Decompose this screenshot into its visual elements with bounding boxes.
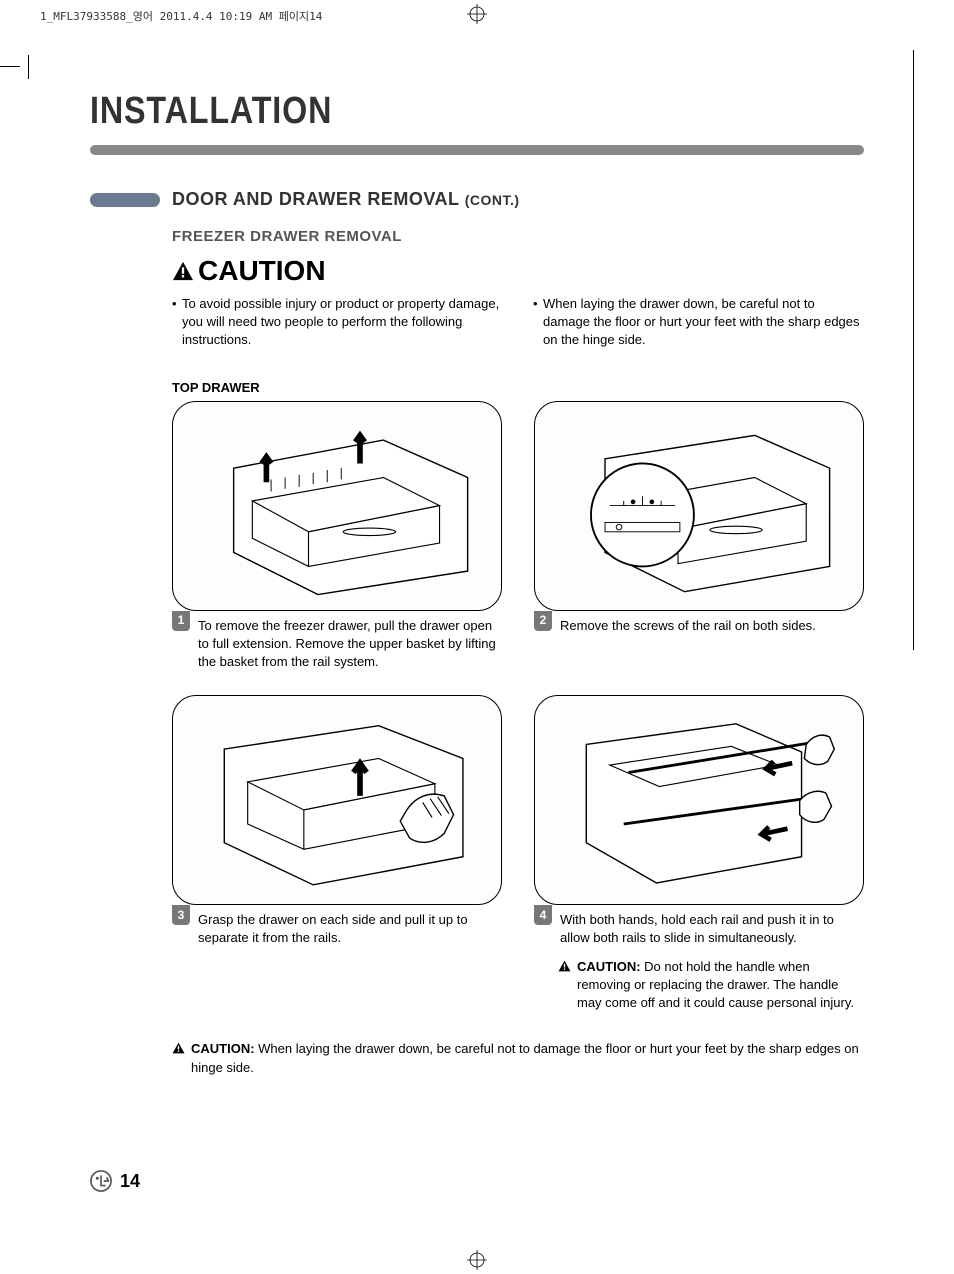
drawer-illustration-1 bbox=[189, 412, 484, 599]
bottom-caution-body: CAUTION: When laying the drawer down, be… bbox=[191, 1040, 864, 1078]
step-1-num: 1 bbox=[172, 611, 190, 631]
steps-grid: 1 To remove the freezer drawer, pull the… bbox=[172, 401, 864, 1013]
bottom-caution: CAUTION: When laying the drawer down, be… bbox=[172, 1040, 864, 1078]
drawer-illustration-4 bbox=[551, 707, 846, 894]
step-1-text-row: 1 To remove the freezer drawer, pull the… bbox=[172, 617, 502, 672]
caution-bullet-1: • To avoid possible injury or product or… bbox=[172, 295, 503, 350]
crop-mark-bottom bbox=[467, 1250, 487, 1270]
step-4-figure bbox=[534, 695, 864, 905]
step-4-text-row: 4 With both hands, hold each rail and pu… bbox=[534, 911, 864, 947]
step-4: 4 With both hands, hold each rail and pu… bbox=[534, 695, 864, 1012]
caution-heading-row: CAUTION bbox=[172, 255, 864, 287]
crop-mark-left-h bbox=[0, 66, 20, 67]
caution-label: CAUTION bbox=[198, 255, 326, 287]
caution-bullet-2-text: When laying the drawer down, be careful … bbox=[543, 295, 864, 350]
section-heading-cont: (CONT.) bbox=[465, 192, 520, 208]
step-4-caution-label: CAUTION: bbox=[577, 959, 641, 974]
bottom-caution-label: CAUTION: bbox=[191, 1041, 255, 1056]
main-title: INSTALLATION bbox=[90, 90, 748, 133]
step-3: 3 Grasp the drawer on each side and pull… bbox=[172, 695, 502, 1012]
step-1-figure bbox=[172, 401, 502, 611]
step-4-text: With both hands, hold each rail and push… bbox=[560, 911, 864, 947]
step-2-num: 2 bbox=[534, 611, 552, 631]
step-2-text: Remove the screws of the rail on both si… bbox=[560, 617, 816, 635]
warning-icon bbox=[172, 1042, 185, 1054]
section-heading-text: DOOR AND DRAWER REMOVAL bbox=[172, 189, 459, 209]
drawer-illustration-3 bbox=[189, 707, 484, 894]
step-2: 2 Remove the screws of the rail on both … bbox=[534, 401, 864, 672]
drawer-illustration-2 bbox=[551, 412, 846, 599]
crop-mark-right bbox=[913, 50, 914, 650]
heading-pill bbox=[90, 193, 160, 207]
bullet-dot: • bbox=[172, 295, 182, 350]
bullet-dot: • bbox=[533, 295, 543, 350]
step-2-text-row: 2 Remove the screws of the rail on both … bbox=[534, 617, 864, 635]
crop-mark-top bbox=[467, 4, 487, 24]
bottom-caution-text: When laying the drawer down, be careful … bbox=[191, 1041, 859, 1075]
section-heading: DOOR AND DRAWER REMOVAL (CONT.) bbox=[172, 189, 520, 210]
crop-mark-left-v bbox=[28, 55, 29, 79]
step-3-text: Grasp the drawer on each side and pull i… bbox=[198, 911, 502, 947]
step-1: 1 To remove the freezer drawer, pull the… bbox=[172, 401, 502, 672]
step-4-caution: CAUTION: Do not hold the handle when rem… bbox=[534, 958, 864, 1013]
step-4-caution-body: CAUTION: Do not hold the handle when rem… bbox=[577, 958, 864, 1013]
caution-bullet-2: • When laying the drawer down, be carefu… bbox=[533, 295, 864, 350]
warning-icon bbox=[558, 960, 571, 972]
caution-bullet-1-text: To avoid possible injury or product or p… bbox=[182, 295, 503, 350]
print-header: 1_MFL37933588_영어 2011.4.4 10:19 AM 페이지14 bbox=[40, 8, 322, 24]
step-4-num: 4 bbox=[534, 905, 552, 925]
page-footer: 14 bbox=[90, 1170, 140, 1192]
caution-bullets: • To avoid possible injury or product or… bbox=[172, 295, 864, 350]
section-heading-row: DOOR AND DRAWER REMOVAL (CONT.) bbox=[90, 189, 864, 210]
step-3-num: 3 bbox=[172, 905, 190, 925]
step-1-text: To remove the freezer drawer, pull the d… bbox=[198, 617, 502, 672]
sub-heading: FREEZER DRAWER REMOVAL bbox=[172, 228, 864, 245]
step-2-figure bbox=[534, 401, 864, 611]
title-bar bbox=[90, 145, 864, 155]
lg-logo-icon bbox=[90, 1170, 112, 1192]
top-drawer-label: TOP DRAWER bbox=[172, 380, 864, 395]
page-content: INSTALLATION DOOR AND DRAWER REMOVAL (CO… bbox=[0, 0, 954, 1108]
step-3-text-row: 3 Grasp the drawer on each side and pull… bbox=[172, 911, 502, 947]
warning-icon bbox=[172, 261, 194, 281]
step-3-figure bbox=[172, 695, 502, 905]
page-number: 14 bbox=[120, 1171, 140, 1192]
caution-title: CAUTION bbox=[172, 255, 326, 287]
